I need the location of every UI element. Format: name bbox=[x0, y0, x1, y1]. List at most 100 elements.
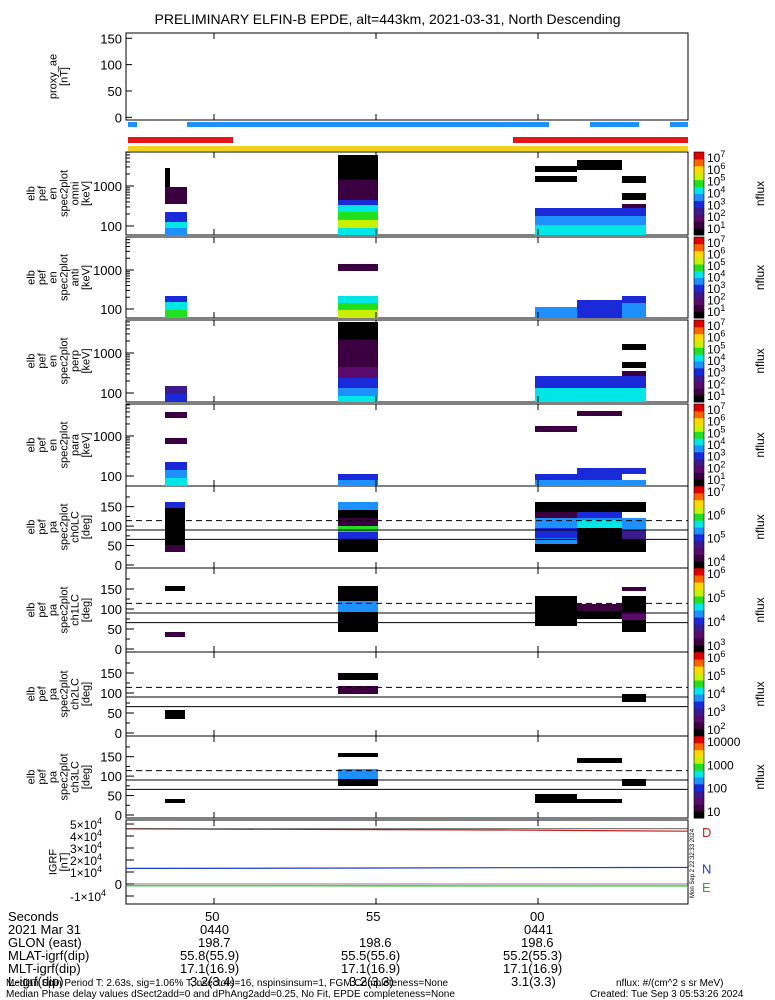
heatmap-cell-pef_en_anti-7 bbox=[535, 307, 577, 318]
heatmap-cell-pef_en_omni-2 bbox=[165, 212, 187, 222]
colorbar-tick-pef_en_anti: 103 bbox=[707, 280, 725, 296]
y-label-line: [keV] bbox=[81, 348, 93, 373]
heatmap-cell-pef_en_perp-11 bbox=[535, 376, 646, 388]
colorbar-cell-pef_en_perp bbox=[694, 395, 704, 403]
x-label-mlt: MLT-igrf(dip) bbox=[8, 961, 81, 976]
y-label-line: pef bbox=[37, 518, 49, 534]
colorbar-tick-pef_en_omni: 107 bbox=[707, 149, 725, 165]
y-tick-pef_pa_ch3LC: 150 bbox=[100, 750, 122, 765]
heatmap-cell-pef_pa_ch1LC-1 bbox=[165, 632, 185, 637]
heatmap-cell-pef_en_anti-2 bbox=[165, 310, 187, 318]
colorbar-cell-pef_en_omni bbox=[694, 165, 704, 174]
heatmap-cell-pef_en_perp-7 bbox=[338, 396, 378, 402]
y-label-line: pef bbox=[37, 601, 49, 617]
y-label-line: en bbox=[48, 187, 60, 199]
x-tick-l-3: 3.1(3.3) bbox=[511, 974, 556, 989]
colorbar-frame-pef_en_perp bbox=[693, 319, 705, 403]
colorbar-cell-pef_pa_ch3LC bbox=[694, 804, 704, 812]
heatmap-cell-pef_en_para-8 bbox=[577, 411, 622, 416]
colorbar-cell-pef_en_anti bbox=[694, 257, 704, 265]
x-label-seconds: Seconds bbox=[8, 909, 59, 924]
colorbar-cell-pef_pa_ch1LC bbox=[694, 568, 704, 576]
heatmap-cell-pef_pa_ch0LC-10 bbox=[535, 512, 577, 518]
heatmap-cell-pef_en_omni-16 bbox=[622, 193, 646, 200]
colorbar-cell-pef_pa_ch1LC bbox=[694, 610, 704, 618]
y-tick-pef_pa_ch1LC: 150 bbox=[100, 582, 122, 597]
y-tick-pef_en_perp: 1000 bbox=[93, 346, 122, 361]
heatmap-cell-pef_en_anti-10 bbox=[622, 303, 646, 318]
colorbar-cell-pef_en_omni bbox=[694, 158, 704, 167]
colorbar-cell-pef_en_omni bbox=[694, 152, 704, 160]
colorbar-tick-pef_en_para: 107 bbox=[707, 401, 725, 417]
colorbar-cell-pef_en_para bbox=[694, 438, 704, 446]
y-tick-igrf: 4×104 bbox=[70, 828, 102, 844]
y-tick-igrf: 1×104 bbox=[70, 864, 102, 880]
x-tick-mlt-3: 17.1(16.9) bbox=[503, 961, 563, 976]
y-tick-proxy_ae: 100 bbox=[100, 58, 122, 73]
colorbar-tick-pef_pa_ch3LC: 100 bbox=[707, 782, 727, 796]
y-label-line: pef bbox=[37, 269, 49, 285]
colorbar-cell-pef_en_para bbox=[694, 410, 704, 419]
heatmap-cell-pef_pa_ch0LC-14 bbox=[622, 518, 646, 530]
y-label-line: pef bbox=[37, 352, 49, 368]
heatmap-cell-pef_en_para-1 bbox=[165, 438, 187, 444]
heatmap-cell-pef_pa_ch0LC-7 bbox=[338, 532, 378, 540]
heatmap-cell-pef_en_omni-9 bbox=[338, 212, 378, 220]
y-label-line: spec2plot bbox=[59, 170, 71, 217]
colorbar-cell-pef_en_omni bbox=[694, 221, 704, 229]
heatmap-cell-pef_pa_ch0LC-9 bbox=[535, 502, 646, 512]
colorbar-cell-pef_en_perp bbox=[694, 361, 704, 369]
y-label-line: ch0LC bbox=[70, 511, 82, 543]
colorbar-cell-pef_pa_ch0LC bbox=[694, 499, 704, 507]
y-label-line: [deg] bbox=[81, 515, 93, 539]
colorbar-tick-pef_en_omni: 104 bbox=[707, 185, 725, 201]
heatmap-cell-pef_en_omni-5 bbox=[338, 155, 378, 180]
colorbar-cell-pef_pa_ch0LC bbox=[694, 513, 704, 521]
y-tick-pef_pa_ch2LC: 0 bbox=[115, 726, 122, 741]
heatmap-cell-pef_pa_ch0LC-11 bbox=[577, 512, 622, 520]
status-bar-blue-2 bbox=[590, 122, 639, 127]
panel-frame-igrf bbox=[125, 819, 689, 905]
legend-N: N bbox=[702, 861, 711, 876]
colorbar-label-pef_en_para: nflux bbox=[753, 432, 767, 457]
x-tick-glon-2: 198.6 bbox=[359, 935, 392, 950]
colorbar-tick-pef_pa_ch2LC: 104 bbox=[707, 685, 725, 701]
panel-frame-pef_en_perp bbox=[125, 319, 689, 403]
y-label-line: elb bbox=[26, 354, 38, 369]
heatmap-cell-pef_en_anti-4 bbox=[338, 296, 378, 303]
heatmap-cell-pef_pa_ch0LC-16 bbox=[577, 528, 622, 536]
colorbar-cell-pef_en_anti bbox=[694, 243, 704, 251]
y-tick-igrf: 2×104 bbox=[70, 852, 102, 868]
colorbar-cell-pef_pa_ch3LC bbox=[694, 797, 704, 805]
colorbar-cell-pef_pa_ch0LC bbox=[694, 527, 704, 535]
heatmap-cell-pef_en_para-2 bbox=[165, 462, 187, 470]
colorbar-cell-pef_pa_ch3LC bbox=[694, 790, 704, 798]
y-label-line: [keV] bbox=[81, 265, 93, 290]
colorbar-cell-pef_pa_ch1LC bbox=[694, 645, 704, 653]
colorbar-cell-pef_pa_ch0LC bbox=[694, 533, 704, 542]
heatmap-cell-pef_en_perp-8 bbox=[622, 344, 646, 350]
colorbar-cell-pef_en_anti bbox=[694, 291, 704, 299]
colorbar-tick-pef_pa_ch0LC: 105 bbox=[707, 530, 725, 546]
heatmap-cell-pef_pa_ch3LC-4 bbox=[535, 794, 577, 803]
x-label-glon: GLON (east) bbox=[8, 935, 82, 950]
side-timestamp: Mon Sep 2 22:32:33 2024 bbox=[690, 828, 696, 898]
status-bar-blue-3 bbox=[670, 122, 688, 127]
panel-frame-pef_en_anti bbox=[125, 236, 689, 319]
heatmap-cell-pef_pa_ch1LC-7 bbox=[577, 611, 622, 619]
colorbar-cell-pef_pa_ch1LC bbox=[694, 603, 704, 611]
heatmap-cell-pef_en_perp-2 bbox=[338, 322, 378, 340]
heatmap-cell-pef_en_anti-0 bbox=[165, 296, 187, 302]
colorbar-cell-pef_pa_ch2LC bbox=[694, 687, 704, 695]
colorbar-cell-pef_en_perp bbox=[694, 388, 704, 396]
colorbar-cell-pef_en_omni bbox=[694, 186, 704, 194]
y-tick-pef_pa_ch0LC: 150 bbox=[100, 500, 122, 515]
colorbar-cell-pef_pa_ch3LC bbox=[694, 749, 704, 757]
y-label-pef_pa_ch1LC: elb pef pa spec2plot ch1LC [deg] bbox=[26, 586, 93, 633]
colorbar-cell-pef_en_omni bbox=[694, 214, 704, 222]
y-label-line: pa bbox=[48, 687, 60, 700]
heatmap-cell-pef_pa_ch0LC-21 bbox=[535, 544, 577, 552]
colorbar-cell-pef_pa_ch2LC bbox=[694, 659, 704, 667]
heatmap-cell-pef_pa_ch0LC-2 bbox=[165, 545, 185, 552]
heatmap-cell-pef_pa_ch3LC-3 bbox=[338, 779, 378, 786]
